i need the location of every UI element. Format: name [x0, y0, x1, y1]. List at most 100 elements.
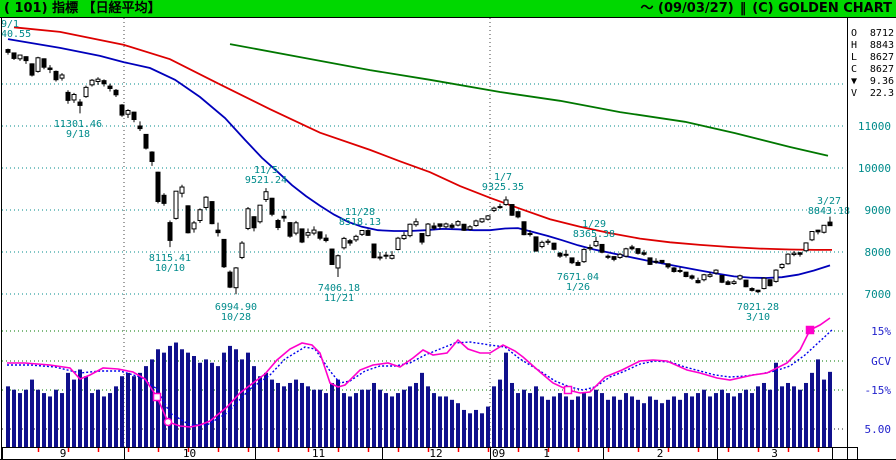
title-bar: ( 101) 指標 【日経平均】 ～ (09/03/27) ‖ (C) GOLD… — [0, 0, 896, 18]
volume-bar — [126, 372, 130, 447]
volume-bar — [42, 393, 46, 447]
volume-bar — [54, 389, 58, 447]
candle-body-up — [197, 209, 203, 222]
price-axis-label: 11000 — [858, 120, 891, 133]
volume-bar — [6, 386, 10, 447]
candle-body-up — [245, 208, 251, 229]
ma-line-red-75day — [13, 26, 832, 251]
candle-body-down — [719, 275, 725, 283]
volume-bar — [180, 349, 184, 447]
swing-annotation-line2: 40.55 — [1, 29, 31, 40]
volume-bar — [300, 382, 304, 447]
chart-title: ( 101) 指標 【日経平均】 — [4, 1, 161, 16]
volume-bar — [102, 396, 106, 447]
swing-annotation-line1: 7671.04 — [557, 272, 599, 283]
volume-bar — [120, 376, 124, 447]
candle-body-down — [107, 85, 113, 89]
gcv-signal-marker-circle — [163, 417, 173, 427]
ohlc-row-label: L — [851, 52, 858, 63]
volume-bar — [12, 389, 16, 447]
swing-annotation-line2: 1/26 — [566, 282, 590, 293]
year-label: 09 — [492, 447, 505, 460]
candle-body-up — [803, 242, 809, 252]
date-range-label: ～ (09/03/27) — [640, 1, 734, 16]
month-label: 11 — [312, 447, 325, 460]
volume-bar — [432, 393, 436, 447]
candle-body-up — [785, 253, 791, 265]
volume-bar — [510, 382, 514, 447]
candle-body-up — [233, 267, 239, 289]
volume-bar — [72, 379, 76, 447]
candle-body-up — [257, 204, 263, 223]
candle-body-up — [653, 260, 659, 263]
volume-bar — [96, 389, 100, 447]
volume-bar — [558, 393, 562, 447]
swing-annotation-line2: 3/10 — [746, 312, 770, 323]
volume-bar — [60, 393, 64, 447]
candle-body-up — [389, 254, 395, 259]
volume-bar — [702, 389, 706, 447]
volume-bar — [426, 386, 430, 447]
candle-body-up — [239, 242, 245, 258]
volume-bar — [66, 372, 70, 447]
volume-bar — [276, 382, 280, 447]
candle-body-up — [407, 223, 413, 237]
volume-bar — [516, 393, 520, 447]
volume-bar — [294, 379, 298, 447]
candle-body-down — [137, 125, 143, 130]
volume-bar — [420, 372, 424, 447]
volume-bar — [90, 393, 94, 447]
gcv-signal-marker-square — [563, 385, 573, 395]
ohlc-row-value: 8627 — [869, 52, 894, 63]
candle-body-up — [491, 207, 497, 211]
candle-body-down — [575, 262, 581, 266]
candle-body-down — [677, 269, 683, 272]
candle-body-down — [347, 240, 353, 244]
candle-body-down — [551, 242, 557, 250]
volume-bar — [258, 376, 262, 447]
volume-bar — [762, 382, 766, 447]
volume-bar — [78, 369, 82, 447]
candle-body-down — [755, 289, 761, 293]
volume-bar — [36, 389, 40, 447]
volume-bar — [270, 379, 274, 447]
candle-body-down — [11, 52, 17, 59]
candle-body-up — [773, 269, 779, 282]
candle-body-up — [341, 237, 347, 249]
candle-body-down — [767, 279, 773, 287]
volume-bar — [576, 396, 580, 447]
volume-bar — [774, 362, 778, 447]
pct-axis-label: 15% — [871, 325, 891, 338]
volume-bar — [546, 399, 550, 447]
month-label: 12 — [429, 447, 442, 460]
volume-bar — [708, 396, 712, 447]
candle-body-down — [689, 275, 695, 279]
candle-body-down — [119, 104, 125, 116]
swing-annotation-line1: 1/7 — [494, 172, 512, 183]
volume-bar — [642, 403, 646, 447]
candle-body-up — [425, 223, 431, 237]
volume-bar — [786, 382, 790, 447]
candle-body-up — [479, 218, 485, 223]
volume-bar — [744, 389, 748, 447]
volume-bar — [366, 389, 370, 447]
ohlc-row-value: 8843 — [869, 40, 894, 51]
volume-bar — [648, 396, 652, 447]
volume-bar — [672, 396, 676, 447]
candle-body-up — [563, 253, 569, 256]
swing-annotation-line2: 9521.24 — [245, 175, 287, 186]
volume-bar — [330, 382, 334, 447]
ohlc-row-value: 22.3 — [869, 88, 894, 99]
candle-body-up — [413, 221, 419, 226]
candle-body-down — [215, 229, 221, 234]
volume-bar — [246, 352, 250, 447]
candle-body-down — [641, 252, 647, 255]
swing-annotation-line2: 8843.18 — [808, 206, 850, 217]
candle-body-up — [383, 254, 389, 257]
swing-annotation-line1: 1/29 — [582, 219, 606, 230]
pct-axis-label: GCV — [871, 355, 891, 368]
volume-bar — [378, 389, 382, 447]
volume-bar — [756, 386, 760, 447]
volume-bar — [108, 393, 112, 447]
ohlc-row-label: O — [851, 28, 858, 39]
